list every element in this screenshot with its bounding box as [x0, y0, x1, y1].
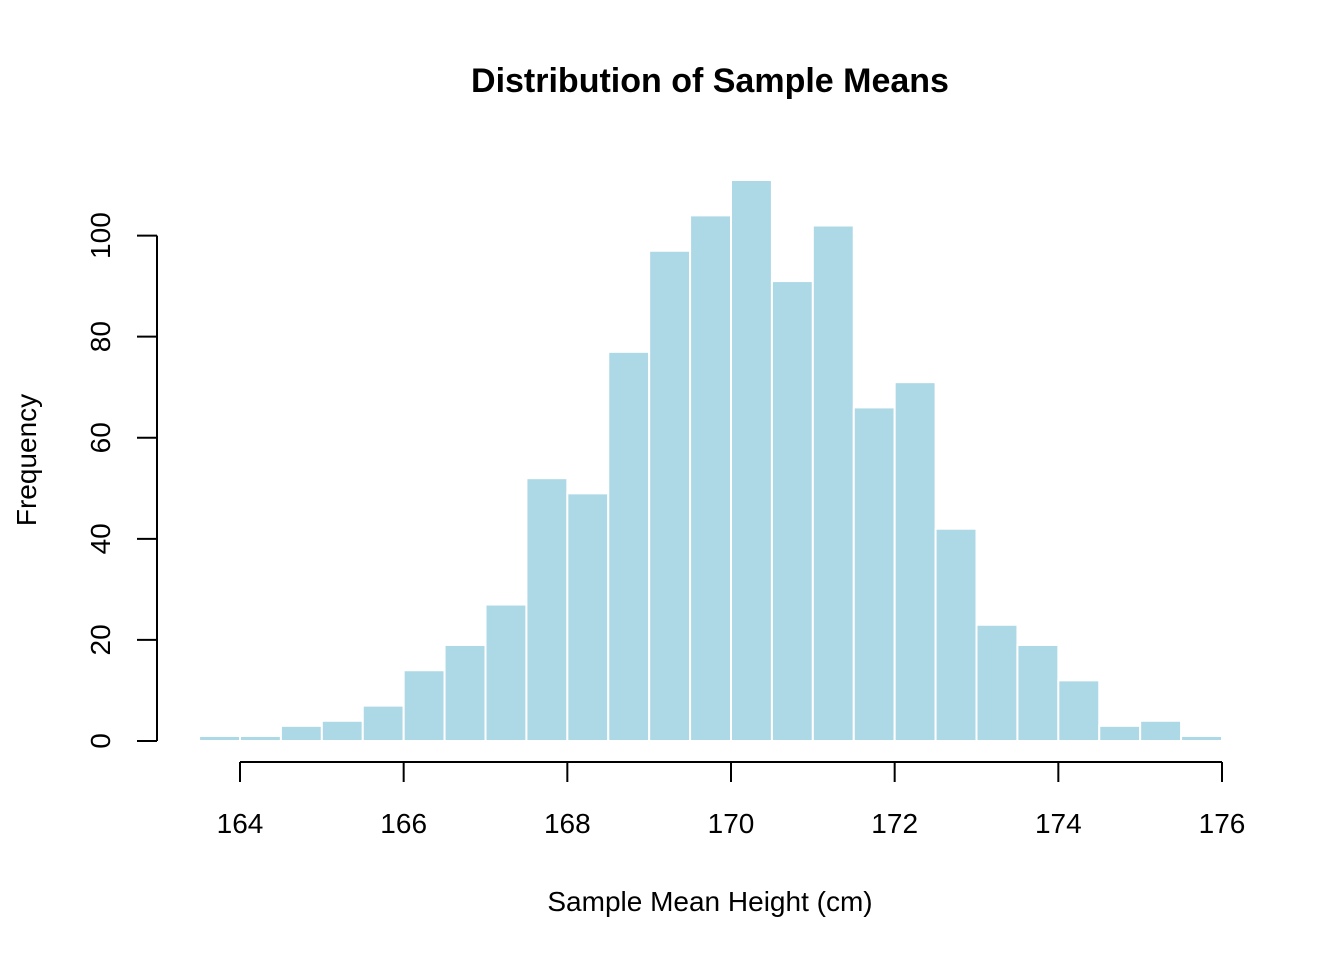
- chart-title: Distribution of Sample Means: [471, 62, 949, 100]
- histogram-bar: [484, 603, 528, 742]
- x-tick-label: 168: [544, 808, 591, 839]
- histogram-bar: [566, 492, 610, 742]
- histogram-bar: [198, 734, 241, 743]
- histogram-bar: [1016, 643, 1060, 742]
- x-axis-label: Sample Mean Height (cm): [547, 886, 872, 917]
- y-axis-label: Frequency: [11, 394, 42, 526]
- histogram-bar: [852, 406, 896, 742]
- histogram-bar: [1139, 719, 1183, 743]
- x-tick-label: 172: [871, 808, 918, 839]
- histogram-bar: [443, 643, 487, 742]
- histogram-bar: [689, 214, 733, 742]
- histogram-bar: [811, 224, 855, 743]
- histogram-bar: [239, 734, 282, 743]
- histogram-bar: [975, 623, 1019, 743]
- x-tick-label: 176: [1199, 808, 1246, 839]
- y-tick-label: 80: [85, 321, 116, 352]
- y-tick-label: 60: [85, 422, 116, 453]
- histogram-bar: [320, 719, 364, 743]
- histogram-bar: [648, 249, 692, 742]
- y-tick-label: 100: [85, 212, 116, 259]
- histogram-bar: [361, 704, 405, 742]
- y-tick-label: 40: [85, 523, 116, 554]
- histogram-bar: [893, 381, 937, 742]
- x-tick-label: 164: [217, 808, 264, 839]
- histogram-bar: [1098, 724, 1142, 743]
- histogram-bar: [730, 179, 773, 742]
- x-tick-label: 174: [1035, 808, 1082, 839]
- y-tick-label: 0: [85, 733, 116, 749]
- x-axis: 164 166 168 170 172 174 176: [217, 761, 1246, 839]
- bars-group: [198, 179, 1223, 743]
- x-tick-label: 166: [380, 808, 427, 839]
- histogram-bar: [525, 477, 569, 742]
- y-tick-label: 20: [85, 624, 116, 655]
- y-axis: 0 20 40 60 80 100: [85, 212, 158, 749]
- histogram-bar: [1057, 679, 1101, 742]
- histogram-bar: [279, 724, 323, 743]
- histogram-bar: [1180, 734, 1223, 743]
- histogram-bar: [607, 350, 651, 742]
- histogram-bar: [402, 669, 446, 742]
- x-tick-label: 170: [708, 808, 755, 839]
- histogram-bar: [934, 527, 978, 742]
- histogram-bar: [770, 280, 814, 742]
